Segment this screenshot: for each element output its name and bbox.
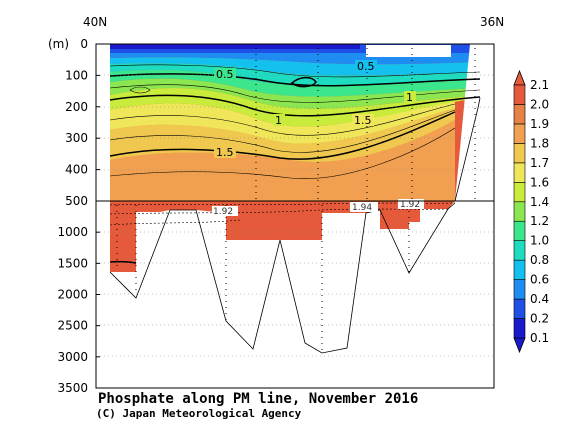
colorbar-swatch — [513, 240, 526, 261]
colorbar-label: 0.6 — [530, 273, 549, 287]
colorbar-label: 1.4 — [530, 195, 549, 209]
colorbar-top-arrow — [513, 69, 526, 86]
y-tick-label: 1000 — [57, 225, 88, 239]
station-dots — [116, 48, 476, 352]
contour-label-1-94: 1.94 — [352, 203, 372, 213]
y-tick-label: 300 — [65, 131, 88, 145]
contour-label-0-5-b: 0.5 — [357, 60, 375, 73]
y-tick-label: 1500 — [57, 256, 88, 270]
label-bg-5 — [355, 60, 377, 72]
x-label-36n: 36N — [480, 15, 504, 29]
colorbar-bottom-arrow — [513, 337, 526, 354]
colorbar-label: 0.2 — [530, 312, 549, 326]
label-bg-6 — [404, 91, 416, 103]
bottom-topography — [109, 97, 481, 354]
plot-frame — [95, 43, 495, 389]
y-tick-label: 200 — [65, 100, 88, 114]
y-tick-label: 0 — [80, 37, 88, 51]
x-label-40n: 40N — [83, 15, 107, 29]
colorbar-label: 1.6 — [530, 175, 549, 189]
colorbar-swatch — [513, 318, 526, 339]
chart-title: Phosphate along PM line, November 2016 — [98, 391, 418, 407]
label-bg-1 — [212, 206, 238, 216]
colorbar: 0.1 0.2 0.4 0.6 0.8 1.0 1.2 1.4 1.6 1.7 1.8 1.9 2.0 2… — [513, 69, 549, 354]
y-tick-label: 3500 — [57, 381, 88, 395]
colorbar-label: 1.8 — [530, 136, 549, 150]
y-tick-label: 400 — [65, 163, 88, 177]
y-tick-label: 3000 — [57, 350, 88, 364]
colorbar-swatch — [513, 220, 526, 241]
label-bg-3 — [398, 199, 424, 209]
lower-contour-lines — [109, 202, 456, 264]
y-axis-ticks: 0 100 200 300 400 500 1000 1500 2000 2500 3000 3500 — [57, 37, 100, 395]
colorbar-swatch — [513, 104, 526, 125]
colorbar-label: 1.7 — [530, 156, 549, 170]
contour-label-1-5-a: 1.5 — [354, 114, 372, 127]
colorbar-label: 1.0 — [530, 234, 549, 248]
contour-label-0-5-a: 0.5 — [216, 68, 234, 81]
colorbar-swatch — [513, 123, 526, 144]
colorbar-swatch — [513, 162, 526, 183]
colorbar-swatch — [513, 201, 526, 222]
label-bg-7 — [273, 114, 285, 126]
colorbar-swatch — [513, 259, 526, 280]
label-bg-8 — [352, 114, 374, 126]
colorbar-swatch — [513, 84, 526, 105]
lower-color-fill — [110, 201, 455, 272]
credit-text: (C) Japan Meteorological Agency — [96, 407, 302, 420]
y-tick-label: 100 — [65, 68, 88, 82]
contour-label-1-b: 1 — [275, 114, 282, 127]
colorbar-label: 0.8 — [530, 253, 549, 267]
colorbar-swatch — [513, 298, 526, 319]
y-tick-label: 500 — [65, 194, 88, 208]
label-bg-9 — [214, 146, 236, 158]
colorbar-label: 1.9 — [530, 117, 549, 131]
colorbar-label: 0.4 — [530, 292, 549, 306]
colorbar-label: 2.1 — [530, 78, 549, 92]
colorbar-label: 1.2 — [530, 214, 549, 228]
colorbar-label: 2.0 — [530, 97, 549, 111]
colorbar-label: 0.1 — [530, 331, 549, 345]
contour-label-1-a: 1 — [406, 91, 413, 104]
label-bg-2 — [350, 202, 378, 212]
contour-label-1-5-b: 1.5 — [216, 146, 234, 159]
colorbar-swatch — [513, 143, 526, 164]
y-tick-label: 2500 — [57, 319, 88, 333]
colorbar-swatch — [513, 182, 526, 203]
y-tick-label: 2000 — [57, 288, 88, 302]
contour-label-1-92-b: 1.92 — [400, 200, 420, 210]
label-bg-4 — [214, 68, 236, 80]
colorbar-swatch — [513, 279, 526, 300]
contour-label-1-92-a: 1.92 — [213, 207, 233, 217]
y-unit-label: (m) — [48, 37, 69, 51]
upper-contour-lines — [109, 64, 481, 179]
